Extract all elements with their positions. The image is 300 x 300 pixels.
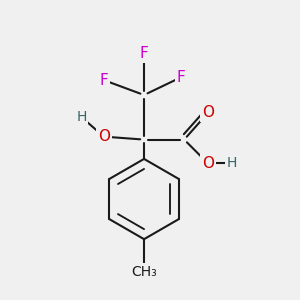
Text: O: O [98, 129, 110, 144]
Text: O: O [202, 105, 214, 120]
Text: CH₃: CH₃ [131, 265, 157, 279]
Text: F: F [177, 70, 186, 85]
Text: H: H [226, 156, 237, 170]
Text: O: O [202, 156, 214, 171]
Text: F: F [140, 46, 148, 61]
Text: F: F [100, 73, 108, 88]
Text: H: H [76, 110, 87, 124]
